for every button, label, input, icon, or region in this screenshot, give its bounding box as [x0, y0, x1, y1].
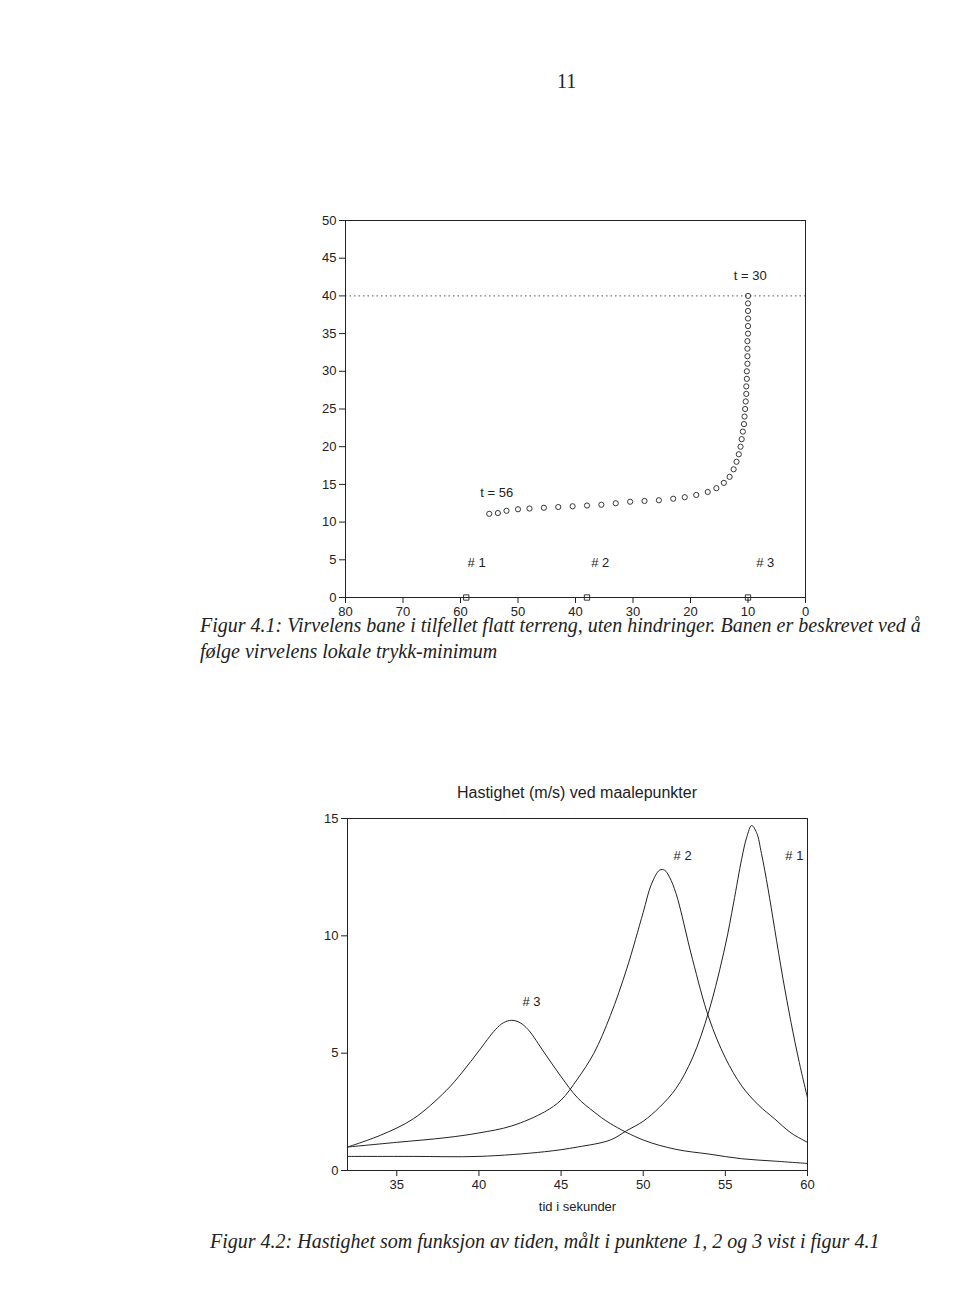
svg-text:20: 20 [322, 439, 336, 454]
svg-text:10: 10 [324, 928, 338, 943]
svg-text:45: 45 [322, 250, 336, 265]
svg-text:# 3: # 3 [522, 994, 540, 1009]
svg-text:25: 25 [322, 401, 336, 416]
svg-text:35: 35 [322, 326, 336, 341]
svg-text:55: 55 [718, 1177, 732, 1192]
svg-text:40: 40 [322, 288, 336, 303]
svg-text:# 2: # 2 [591, 555, 609, 570]
svg-text:5: 5 [331, 1045, 338, 1060]
svg-text:35: 35 [390, 1177, 404, 1192]
svg-text:# 1: # 1 [785, 848, 803, 863]
svg-text:0: 0 [329, 590, 336, 605]
svg-text:60: 60 [800, 1177, 814, 1192]
svg-text:50: 50 [322, 213, 336, 228]
svg-text:50: 50 [636, 1177, 650, 1192]
svg-text:5: 5 [329, 552, 336, 567]
svg-text:15: 15 [322, 477, 336, 492]
svg-text:10: 10 [322, 514, 336, 529]
svg-text:# 2: # 2 [674, 848, 692, 863]
svg-text:15: 15 [324, 811, 338, 826]
svg-text:45: 45 [554, 1177, 568, 1192]
svg-text:0: 0 [331, 1163, 338, 1178]
svg-text:t = 30: t = 30 [734, 268, 767, 283]
svg-text:# 3: # 3 [756, 555, 774, 570]
svg-text:# 1: # 1 [468, 555, 486, 570]
svg-text:tid i sekunder: tid i sekunder [539, 1199, 617, 1214]
svg-text:30: 30 [322, 363, 336, 378]
svg-text:40: 40 [472, 1177, 486, 1192]
svg-text:t = 56: t = 56 [480, 485, 513, 500]
